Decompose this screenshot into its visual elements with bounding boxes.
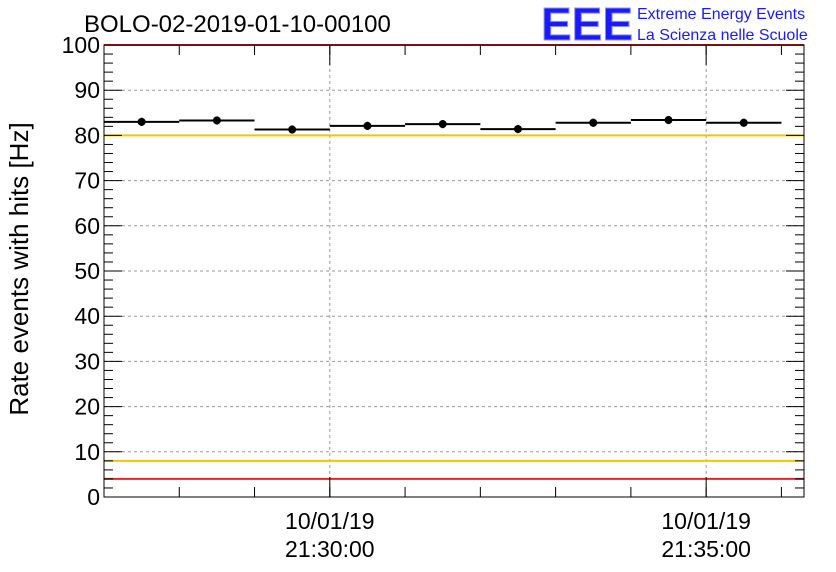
y-axis: 0 10 20 30 40 50 60 70 80 90 100 <box>62 32 804 510</box>
y-tick-label: 40 <box>74 303 100 329</box>
data-point <box>137 117 146 126</box>
y-tick-label: 10 <box>74 439 100 465</box>
data-point <box>212 116 221 125</box>
grid-layer <box>104 45 804 497</box>
data-layer <box>104 115 782 134</box>
y-tick-label: 100 <box>62 32 100 58</box>
data-point <box>589 118 598 127</box>
x-tick-label-time: 21:35:00 <box>661 536 751 562</box>
y-tick-label: 80 <box>74 122 100 148</box>
y-tick-label: 0 <box>87 484 100 510</box>
y-tick-label: 20 <box>74 394 100 420</box>
chart-title: BOLO-02-2019-01-10-00100 <box>84 11 391 38</box>
data-point <box>438 120 447 129</box>
eee-logo-text: EEE <box>541 0 633 50</box>
y-tick-label: 60 <box>74 213 100 239</box>
eee-logo: EEE Extreme Energy Events La Scienza nel… <box>541 0 808 51</box>
y-tick-label: 50 <box>74 258 100 284</box>
data-point <box>288 125 297 134</box>
x-tick-label-time: 21:30:00 <box>285 536 375 562</box>
y-axis-label: Rate events with hits [Hz] <box>4 122 34 415</box>
logo-line-2: La Scienza nelle Scuole <box>637 27 808 44</box>
y-tick-label: 30 <box>74 348 100 374</box>
data-point <box>739 118 748 127</box>
x-tick-label-date: 10/01/19 <box>285 508 375 534</box>
threshold-layer <box>104 44 804 480</box>
y-tick-label: 70 <box>74 168 100 194</box>
y-tick-label: 90 <box>74 77 100 103</box>
data-point <box>513 125 522 134</box>
data-point <box>664 116 673 125</box>
x-tick-label-date: 10/01/19 <box>661 508 751 534</box>
data-point <box>363 121 372 130</box>
logo-line-1: Extreme Energy Events <box>637 6 805 23</box>
